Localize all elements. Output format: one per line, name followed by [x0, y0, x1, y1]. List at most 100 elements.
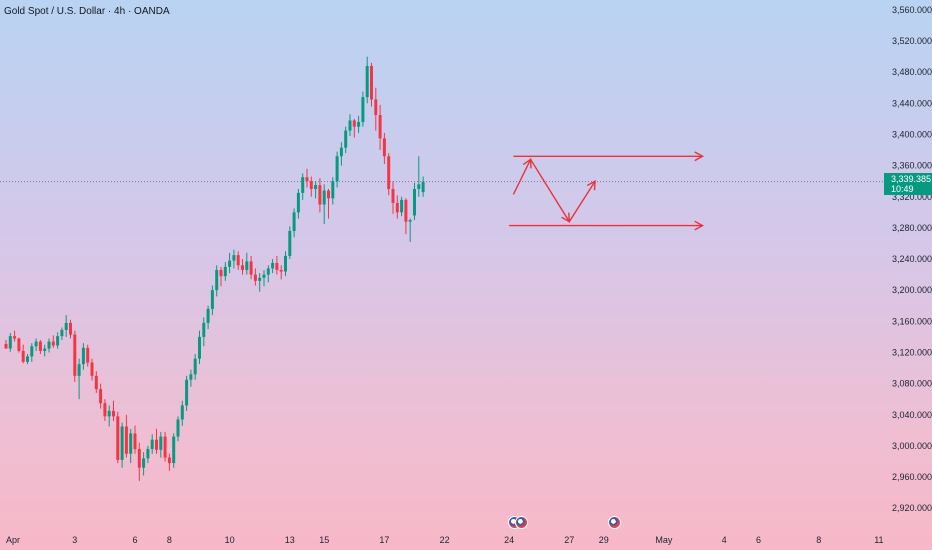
candle: [4, 340, 8, 349]
us-flag-event-icon[interactable]: [515, 516, 528, 529]
candle-body: [288, 231, 292, 256]
candle: [275, 255, 279, 275]
candle-body: [107, 410, 111, 417]
zigzag-arrow-head: [522, 158, 532, 169]
last-price-badge: 3,339.385 10:49: [884, 173, 932, 195]
x-tick-label: 22: [440, 535, 450, 545]
candle: [172, 433, 176, 468]
y-tick-label: 3,160.000: [892, 316, 932, 326]
candle-body: [99, 389, 103, 404]
candle-body: [421, 181, 425, 193]
candle-body: [17, 338, 21, 351]
candle: [167, 453, 171, 471]
candle-body: [180, 405, 184, 420]
candle: [357, 115, 361, 133]
candle: [150, 434, 154, 454]
candle: [146, 445, 150, 464]
candle-body: [279, 269, 283, 272]
x-tick-label: 10: [225, 535, 235, 545]
candle: [73, 330, 77, 383]
candle: [189, 369, 193, 387]
candle: [404, 198, 408, 235]
candle-body: [266, 268, 270, 275]
candle-body: [352, 120, 356, 127]
candle: [417, 156, 421, 197]
candle-body: [77, 364, 81, 376]
y-tick-label: 3,080.000: [892, 379, 932, 389]
x-tick-label: May: [655, 535, 673, 545]
candle-body: [301, 177, 305, 193]
candle-body: [34, 341, 38, 347]
candle-body: [378, 115, 382, 139]
candle-body: [51, 341, 55, 346]
candle: [38, 340, 42, 355]
y-tick-label: 3,320.000: [892, 192, 932, 202]
candle-body: [167, 457, 171, 464]
candle: [271, 259, 275, 274]
x-tick-label: Apr: [6, 535, 20, 545]
candle: [262, 269, 266, 287]
candle-body: [38, 341, 42, 351]
candle-body: [258, 277, 262, 281]
candle-body: [198, 336, 201, 359]
candle-body: [26, 356, 29, 362]
candle: [335, 151, 339, 188]
candle: [43, 344, 47, 357]
candle: [69, 319, 72, 339]
candle: [249, 255, 253, 280]
candle-body: [275, 262, 279, 270]
candle: [124, 414, 128, 458]
candle: [236, 251, 240, 270]
candle-body: [116, 416, 120, 460]
candle: [408, 218, 412, 242]
candle: [331, 177, 335, 205]
candle-body: [335, 156, 339, 182]
candle: [361, 91, 365, 127]
candle-body: [185, 379, 189, 406]
drawing-annotations[interactable]: [509, 151, 705, 231]
candle-body: [43, 348, 47, 351]
candle-body: [245, 261, 249, 270]
candle: [395, 195, 399, 219]
candle-body: [241, 265, 244, 270]
y-tick-label: 3,520.000: [892, 36, 932, 46]
candle: [387, 153, 391, 196]
candle: [47, 338, 51, 353]
candle: [327, 188, 330, 219]
candle: [370, 62, 373, 107]
candle-body: [56, 336, 60, 346]
y-axis[interactable]: 2,920.000 2,960.000 3,000.000 3,040.000 3,08…: [892, 5, 932, 513]
candle: [17, 337, 21, 353]
x-tick-label: 29: [599, 535, 609, 545]
candle-body: [223, 266, 227, 277]
y-tick-label: 3,120.000: [892, 347, 932, 357]
bar-countdown: 10:49: [891, 184, 914, 194]
candle: [215, 265, 219, 297]
us-flag-event-icon[interactable]: [608, 516, 621, 529]
candle: [400, 196, 404, 217]
candle: [137, 442, 141, 481]
x-tick-label: 27: [564, 535, 574, 545]
candle: [159, 431, 163, 458]
candle-body: [159, 436, 163, 450]
candle: [180, 400, 184, 426]
candle-body: [172, 436, 176, 464]
candle-body: [314, 185, 318, 189]
candle-body: [374, 99, 378, 116]
y-tick-label: 2,960.000: [892, 472, 932, 482]
candle: [193, 354, 197, 380]
x-tick-label: 8: [167, 535, 172, 545]
candle: [339, 142, 343, 166]
candle: [51, 335, 55, 348]
candle: [34, 338, 38, 351]
x-axis[interactable]: Apr 3 6 8 10 13 15 17 22 24 27 29 May 4 6 8 11: [6, 535, 884, 545]
candles: [4, 56, 425, 481]
candle-body: [120, 426, 124, 460]
candle-body: [249, 261, 253, 275]
candle: [198, 330, 201, 365]
candle-body: [318, 185, 322, 205]
candle: [284, 251, 287, 277]
candle: [206, 305, 210, 330]
candle-body: [344, 130, 348, 148]
